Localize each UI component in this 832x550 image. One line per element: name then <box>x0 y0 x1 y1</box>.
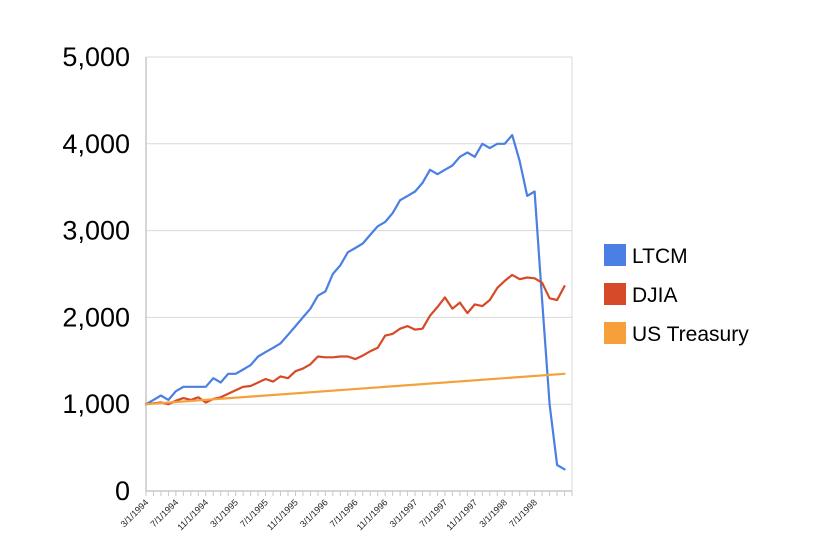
legend-swatch <box>604 244 626 266</box>
x-axis-ticks: 3/1/19947/1/199411/1/19943/1/19957/1/199… <box>119 497 539 532</box>
series-line-ltcm <box>144 134 566 471</box>
series-lines <box>144 134 566 471</box>
y-tick-label: 4,000 <box>62 129 130 159</box>
y-tick-label: 2,000 <box>62 302 130 332</box>
legend: LTCM DJIA US Treasury <box>604 244 749 346</box>
x-tick-label: 3/1/1998 <box>477 497 509 529</box>
x-tick-label: 11/1/1997 <box>444 497 479 532</box>
y-tick-label: 0 <box>115 476 130 506</box>
y-tick-label: 1,000 <box>62 389 130 419</box>
x-tick-label: 3/1/1996 <box>298 497 330 529</box>
x-tick-label: 7/1/1998 <box>507 497 539 529</box>
legend-label: LTCM <box>632 245 688 268</box>
x-tick-label: 3/1/1997 <box>388 497 420 529</box>
legend-swatch <box>604 283 626 305</box>
x-tick-label: 11/1/1995 <box>265 497 300 532</box>
x-tick-label: 3/1/1995 <box>208 497 240 529</box>
y-tick-label: 5,000 <box>62 42 130 72</box>
y-axis-ticks: 0 1,000 2,000 3,000 4,000 5,000 <box>62 42 130 506</box>
series-line-us-treasury <box>144 372 566 406</box>
x-tick-label: 11/1/1996 <box>355 497 390 532</box>
grid <box>146 56 572 492</box>
axes <box>145 57 573 496</box>
y-tick-label: 3,000 <box>62 216 130 246</box>
x-tick-label: 11/1/1994 <box>175 497 210 532</box>
legend-swatch <box>604 322 626 344</box>
legend-label: US Treasury <box>632 323 749 346</box>
legend-label: DJIA <box>632 284 678 307</box>
